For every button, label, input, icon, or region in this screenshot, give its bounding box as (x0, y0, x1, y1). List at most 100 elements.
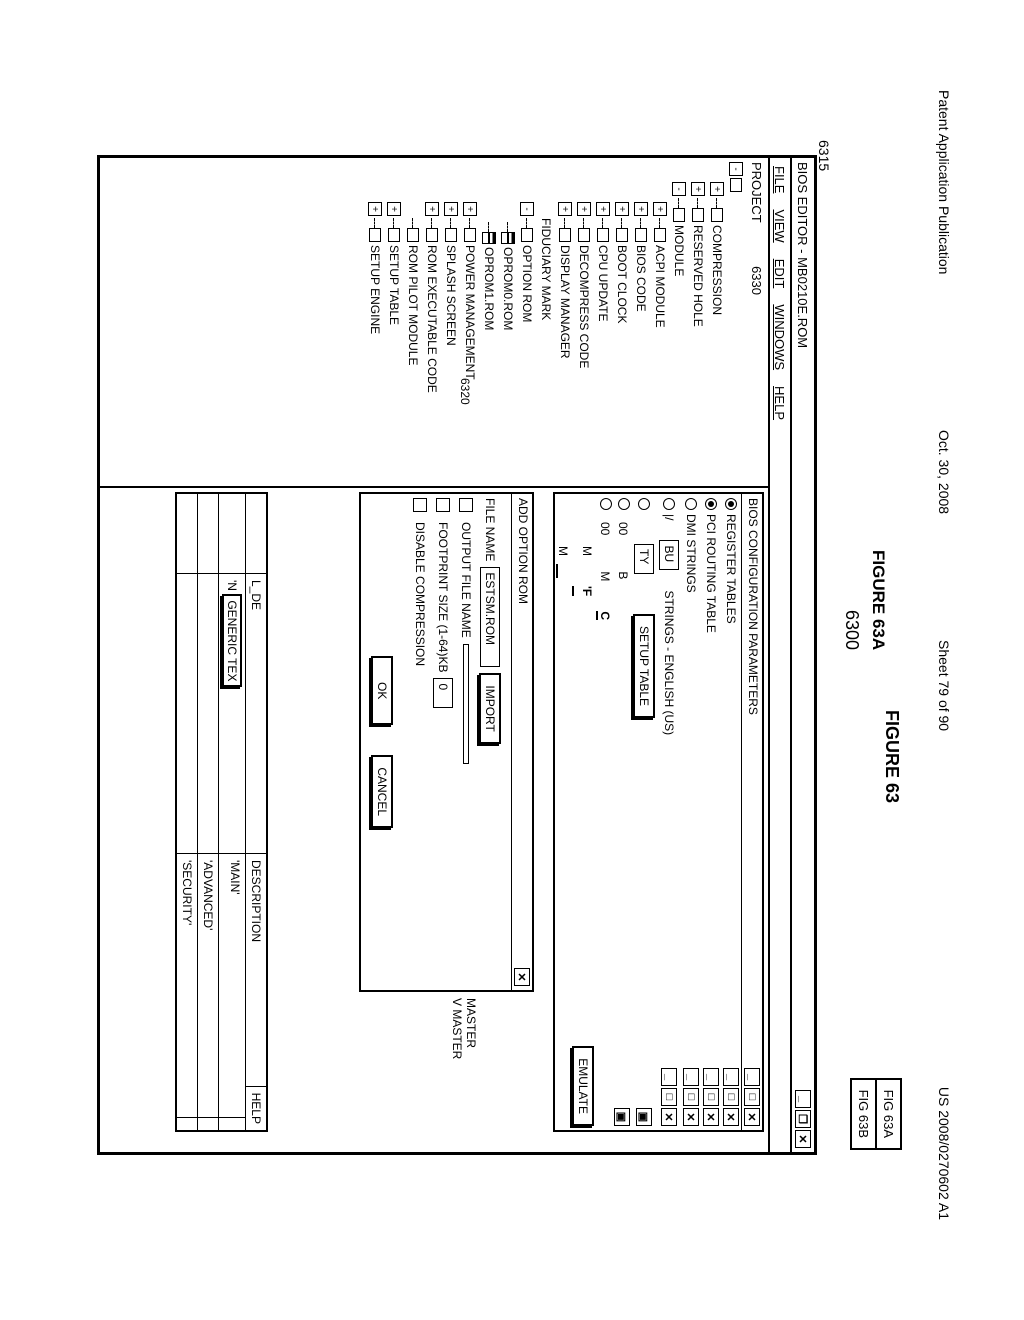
minimize-icon[interactable]: _ (703, 1068, 719, 1086)
radio-00b[interactable] (600, 498, 612, 510)
titlebar: BIOS EDITOR - MB0210E.ROM _ ❐ ✕ (790, 158, 814, 1152)
menu-file[interactable]: FILE (773, 158, 788, 201)
tree-item-compression[interactable]: COMPRESSION (710, 225, 724, 315)
tree-item-setup-engine[interactable]: SETUP ENGINE (368, 245, 382, 334)
tree-expand-icon[interactable]: + (691, 182, 705, 196)
publication-date: Oct. 30, 2008 (936, 430, 952, 514)
val-00: 00 (596, 522, 612, 535)
radio-ty[interactable] (638, 498, 650, 510)
tree-item-display-mgr[interactable]: DISPLAY MANAGER (558, 245, 572, 359)
close-icon[interactable]: ✕ (661, 1108, 677, 1126)
tree-item-rom-pilot[interactable]: ROM PILOT MODULE (406, 245, 420, 365)
footprint-input[interactable]: 0 (433, 678, 453, 708)
close-icon[interactable]: ✕ (683, 1108, 699, 1126)
tree-item-oprom0[interactable]: OPROM0.ROM (501, 247, 515, 330)
td-blank (219, 494, 245, 574)
disable-compression-checkbox[interactable] (413, 498, 427, 512)
tree-expand-icon[interactable]: + (596, 202, 610, 216)
minimize-icon[interactable]: _ (744, 1068, 760, 1086)
tree-expand-icon[interactable]: + (425, 202, 439, 216)
tree-expand-icon[interactable]: - (520, 202, 534, 216)
maximize-icon[interactable]: □ (661, 1088, 677, 1106)
tree-expand-icon[interactable]: - (729, 162, 743, 176)
maximize-icon[interactable]: □ (703, 1088, 719, 1106)
tree-item-reserved[interactable]: RESERVED HOLE (691, 225, 705, 327)
tree-item-setup-table[interactable]: SETUP TABLE (387, 245, 401, 325)
radio-bu[interactable] (663, 498, 675, 510)
maximize-icon[interactable]: □ (723, 1088, 739, 1106)
maximize-icon[interactable]: □ (744, 1088, 760, 1106)
import-button[interactable]: IMPORT (479, 673, 501, 743)
menu-windows[interactable]: WINDOWS (773, 296, 788, 378)
ty-field[interactable]: TY (634, 544, 654, 574)
scroll-icon[interactable]: ▣ (636, 1108, 652, 1126)
right-pane: BIOS CONFIGURATION PARAMETERS _ □ ✕ REGI… (98, 488, 768, 1152)
radio-dmi-strings[interactable] (685, 498, 697, 510)
menu-edit[interactable]: EDIT (773, 251, 788, 297)
tree-expand-icon[interactable]: + (710, 182, 724, 196)
tree-expand-icon[interactable]: - (672, 182, 686, 196)
close-icon[interactable]: ✕ (514, 968, 530, 986)
figure-guide-b: FIG 63B (852, 1080, 875, 1148)
radio-00a[interactable] (618, 498, 630, 510)
tree-expand-icon[interactable]: + (615, 202, 629, 216)
footprint-checkbox[interactable] (436, 498, 450, 512)
minimize-icon[interactable]: _ (795, 1090, 811, 1108)
tree-item-decompress[interactable]: DECOMPRESS CODE (577, 245, 591, 368)
scroll-icon[interactable]: ▣ (614, 1108, 630, 1126)
maximize-icon[interactable]: □ (683, 1088, 699, 1106)
generic-tex-button[interactable]: GENERIC TEX (222, 594, 242, 687)
ok-button[interactable]: OK (371, 656, 393, 725)
val-m: M (596, 571, 612, 581)
tree-item-splash[interactable]: SPLASH SCREEN (444, 245, 458, 346)
minimize-icon[interactable]: _ (723, 1068, 739, 1086)
project-tree-pane: PROJECT 6330 - +COMPRESSION +RESERVED HO… (98, 158, 768, 488)
bu-field[interactable]: BU (659, 540, 679, 570)
tree-expand-icon[interactable]: + (558, 202, 572, 216)
tree-expand-icon[interactable]: + (368, 202, 382, 216)
tree-item-oprom1[interactable]: OPROM1.ROM (482, 247, 496, 330)
menu-help[interactable]: HELP (773, 378, 788, 428)
setup-table-button[interactable]: SETUP TABLE (633, 614, 655, 718)
folder-icon (559, 228, 571, 242)
tree-expand-icon[interactable]: + (634, 202, 648, 216)
radio-register-tables[interactable] (725, 498, 737, 510)
output-input[interactable] (463, 644, 469, 764)
filename-input[interactable]: ESTSM.ROM (480, 567, 500, 667)
close-icon[interactable]: ✕ (744, 1108, 760, 1126)
figure-guide-a: FIG 63A (875, 1080, 900, 1148)
close-icon[interactable]: ✕ (703, 1108, 719, 1126)
tree-expand-icon[interactable]: + (387, 202, 401, 216)
folder-icon (692, 208, 704, 222)
tree-item-bios-code[interactable]: BIOS CODE (634, 245, 648, 312)
close-icon[interactable]: ✕ (795, 1130, 811, 1148)
folder-icon (578, 228, 590, 242)
tree-item-acpi[interactable]: ACPI MODULE (653, 245, 667, 328)
tree-expand-icon[interactable]: + (444, 202, 458, 216)
tree-item-option-rom[interactable]: OPTION ROM (520, 245, 534, 322)
minimize-icon[interactable]: _ (683, 1068, 699, 1086)
tree-expand-icon[interactable]: + (653, 202, 667, 216)
tree-item-module[interactable]: MODULE (672, 225, 686, 276)
radio-pci-routing[interactable] (705, 498, 717, 510)
minimize-icon[interactable]: _ (661, 1068, 677, 1086)
folder-icon (445, 228, 457, 242)
radio-label: DMI STRINGS (684, 514, 698, 593)
cancel-button[interactable]: CANCEL (371, 755, 393, 828)
tree-item-cpu-update[interactable]: CPU UPDATE (596, 245, 610, 321)
tree-item-boot-clock[interactable]: BOOT CLOCK (615, 245, 629, 323)
tree-item-fiduciary[interactable]: FIDUCIARY MARK (539, 218, 553, 320)
menu-view[interactable]: VIEW (773, 201, 788, 250)
th-help: HELP (246, 1087, 266, 1130)
tree-expand-icon[interactable]: + (463, 202, 477, 216)
emulate-button[interactable]: EMULATE (572, 1046, 594, 1126)
maximize-icon[interactable]: ❐ (795, 1110, 811, 1128)
tree-item-power-mgmt[interactable]: POWER MANAGEMENT (463, 245, 477, 380)
output-checkbox[interactable] (459, 498, 473, 512)
tree-item-rom-exec[interactable]: ROM EXECUTABLE CODE (425, 245, 439, 393)
tree-expand-icon[interactable]: + (577, 202, 591, 216)
publication-label: Patent Application Publication (936, 90, 952, 274)
option-rom-callout: 6320 (458, 378, 472, 405)
radio-label: REGISTER TABLES (724, 514, 738, 624)
close-icon[interactable]: ✕ (723, 1108, 739, 1126)
